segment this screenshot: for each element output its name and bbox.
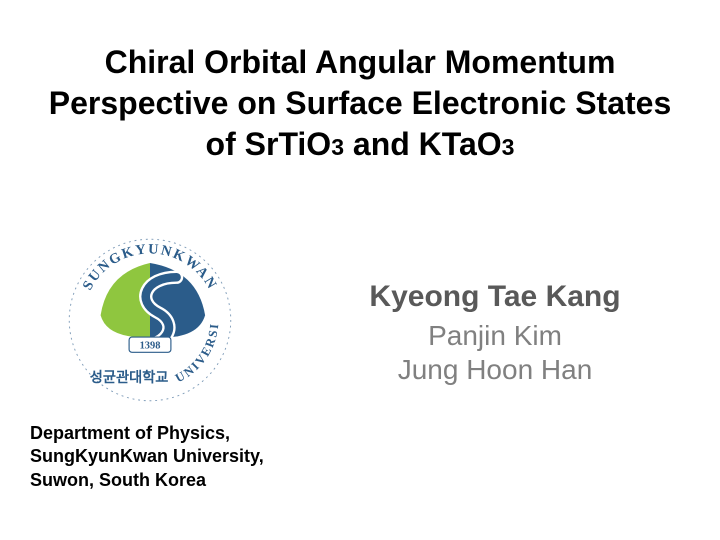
slide-title: Chiral Orbital Angular Momentum Perspect… bbox=[40, 42, 680, 165]
co-author-1: Panjin Kim bbox=[320, 320, 670, 352]
title-mid: and KTaO bbox=[344, 126, 502, 162]
logo-korean-text: 성균관대학교 bbox=[90, 368, 169, 386]
co-author-2: Jung Hoon Han bbox=[320, 354, 670, 386]
university-logo: SUNGKYUNKWAN UNIVERSITY 1398 성균관대학교 bbox=[55, 225, 245, 415]
title-sub1: 3 bbox=[331, 134, 344, 160]
title-sub2: 3 bbox=[502, 134, 515, 160]
affiliation-line-3: Suwon, South Korea bbox=[30, 469, 330, 492]
authors-block: Kyeong Tae Kang Panjin Kim Jung Hoon Han bbox=[320, 280, 670, 388]
logo-year: 1398 bbox=[140, 341, 161, 352]
affiliation-line-2: SungKyunKwan University, bbox=[30, 445, 330, 468]
logo-svg: SUNGKYUNKWAN UNIVERSITY 1398 성균관대학교 bbox=[55, 225, 245, 415]
affiliation-block: Department of Physics, SungKyunKwan Univ… bbox=[30, 422, 330, 492]
lead-author: Kyeong Tae Kang bbox=[320, 280, 670, 314]
affiliation-line-1: Department of Physics, bbox=[30, 422, 330, 445]
